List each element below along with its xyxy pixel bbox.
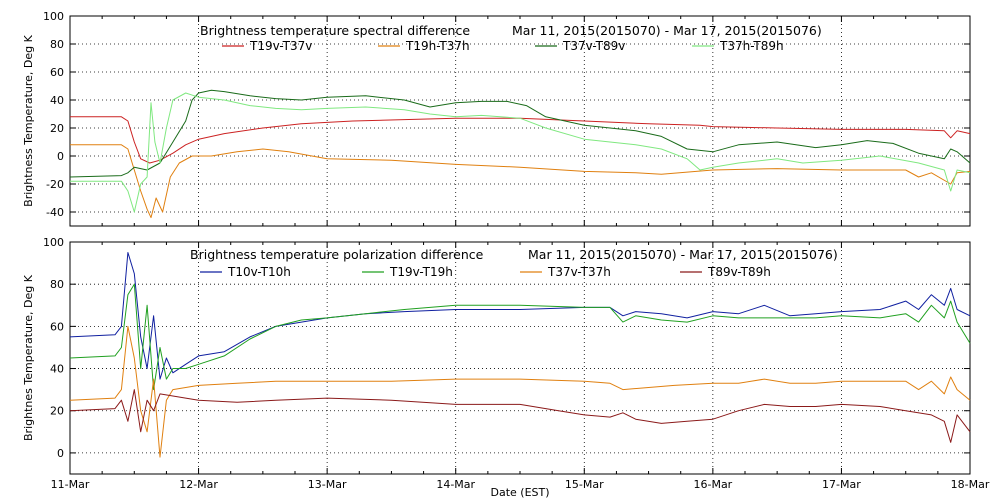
top-y-tick-label: -40	[46, 206, 64, 219]
top-grid	[70, 16, 970, 226]
bottom-legend-label: T19v-T19h	[389, 265, 453, 279]
bottom-y-tick-label: 40	[50, 363, 64, 376]
top-legend-label: T19h-T37h	[405, 39, 470, 53]
top-date-range: Mar 11, 2015(2015070) - Mar 17, 2015(201…	[512, 23, 822, 38]
x-tick-label: 11-Mar	[51, 478, 90, 491]
top-y-axis-label: Brightness Temperature, Deg K	[22, 34, 35, 206]
top-legend: T19v-T37v T19h-T37h T37v-T89v T37h-T89h	[222, 39, 784, 53]
top-legend-label: T37h-T89h	[719, 39, 784, 53]
bottom-title: Brightness temperature polarization diff…	[190, 247, 484, 262]
top-legend-label: T37v-T89v	[562, 39, 625, 53]
top-series	[69, 89, 971, 219]
top-series-line-t37h-t89h	[70, 92, 971, 213]
bottom-series-line-t19v-t19h	[69, 283, 971, 391]
top-panel: -40 -20 0 20 40 60 80 100 Brightness temperatur…	[22, 10, 971, 227]
bottom-y-tick-label: 80	[50, 278, 64, 291]
bottom-date-range: Mar 11, 2015(2015070) - Mar 17, 2015(201…	[528, 247, 838, 262]
top-legend-label: T19v-T37v	[249, 39, 312, 53]
top-y-tick-label: 80	[50, 38, 64, 51]
top-y-tick-label: -20	[46, 178, 64, 191]
top-y-tick-label: 40	[50, 94, 64, 107]
x-tick-label: 14-Mar	[436, 478, 475, 491]
top-y-tick-label: 60	[50, 66, 64, 79]
bottom-series	[69, 252, 971, 458]
top-series-line-t19h-t37h	[70, 144, 971, 219]
top-series-line-t19v-t37v	[70, 116, 971, 164]
top-y-ticks: -40 -20 0 20 40 60 80 100	[43, 10, 970, 219]
x-tick-label: 12-Mar	[179, 478, 218, 491]
x-tick-label: 15-Mar	[565, 478, 604, 491]
bottom-x-ticks: 11-Mar 12-Mar 13-Mar 14-Mar 15-Mar 16-Mar 17-M…	[51, 242, 990, 491]
x-tick-label: 16-Mar	[693, 478, 732, 491]
bottom-series-line-t89v-t89h	[69, 389, 971, 443]
bottom-legend-label: T10v-T10h	[227, 265, 291, 279]
top-y-tick-label: 100	[43, 10, 64, 23]
top-plot-frame	[69, 15, 971, 227]
bottom-panel: 0 20 40 60 80 100 11-Mar 12-Mar 13-Mar 14-Mar 15-…	[22, 236, 990, 491]
bottom-series-line-t10v-t10h	[69, 252, 971, 380]
top-title: Brightness temperature spectral differen…	[200, 23, 470, 38]
top-series-line-t37v-t89v	[69, 89, 971, 178]
top-y-tick-label: 20	[50, 122, 64, 135]
bottom-y-tick-label: 20	[50, 405, 64, 418]
x-tick-label: 18-Mar	[951, 478, 990, 491]
bottom-y-axis-label: Brightnes Temperature, Deg K	[22, 274, 35, 441]
top-y-tick-label: 0	[57, 150, 64, 163]
bottom-legend: T10v-T10h T19v-T19h T37v-T37h T89v-T89h	[200, 265, 771, 279]
x-tick-label: 13-Mar	[308, 478, 347, 491]
x-tick-label: 17-Mar	[822, 478, 861, 491]
bottom-grid	[70, 242, 970, 474]
bottom-y-tick-label: 0	[57, 447, 64, 460]
bottom-y-tick-label: 60	[50, 320, 64, 333]
bottom-y-ticks: 0 20 40 60 80 100	[43, 236, 970, 460]
top-x-ticks	[69, 16, 971, 226]
bottom-legend-label: T89v-T89h	[707, 265, 771, 279]
x-axis-label: Date (EST)	[490, 486, 549, 499]
bottom-series-line-t37v-t37h	[69, 325, 971, 458]
bottom-legend-label: T37v-T37h	[547, 265, 611, 279]
bottom-y-tick-label: 100	[43, 236, 64, 249]
bottom-plot-frame	[69, 241, 971, 475]
